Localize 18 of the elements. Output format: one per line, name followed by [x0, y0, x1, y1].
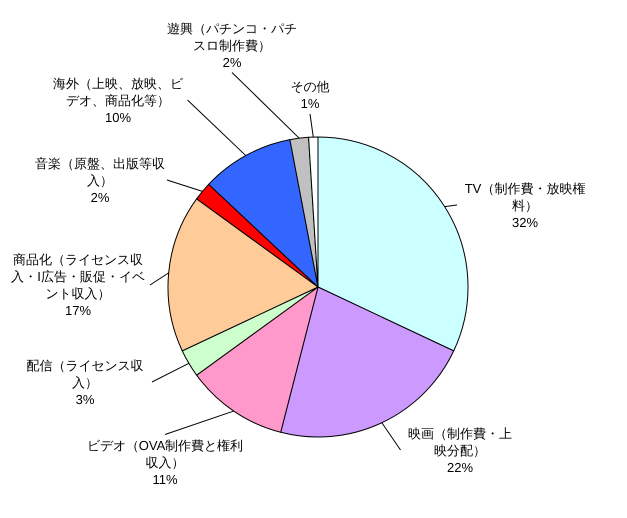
data-label: 11% [151, 470, 179, 488]
slice-label: 商品化（ライセンス収入・I広告・販促・イベント収入） [10, 251, 146, 302]
data-label: 32% [510, 214, 540, 230]
slice-label: 配信（ライセンス収入） [26, 356, 144, 390]
data-label: 1% [300, 95, 320, 112]
data-label: 2% [222, 54, 242, 70]
slice-label: 映画（制作費・上映分配） [407, 424, 513, 458]
data-label: 3% [74, 390, 96, 408]
slice-label: 海外（上映、放映、ビデオ、商品化等） [52, 74, 184, 108]
data-label: 17% [64, 302, 92, 319]
slice-label: TV（制作費・放映権料） [464, 180, 586, 214]
data-label: 22% [446, 458, 474, 476]
data-label: 2% [90, 188, 110, 206]
slice-label: その他 [290, 78, 330, 95]
slice-label: 音楽（原盤、出版等収入） [35, 154, 165, 188]
slice-label: 遊興（パチンコ・パチスロ制作費） [166, 20, 298, 54]
slice-label: ビデオ（OVA制作費と権利収入） [86, 436, 244, 470]
data-label: 10% [104, 108, 132, 126]
